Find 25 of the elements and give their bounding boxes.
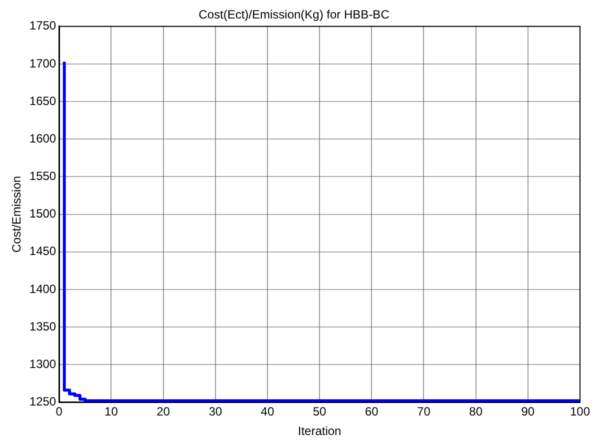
x-tick-label: 30 — [208, 404, 222, 419]
chart-title: Cost(Ect)/Emission(Kg) for HBB-BC — [198, 8, 390, 22]
x-tick-label: 70 — [417, 404, 431, 419]
y-tick-label: 1400 — [29, 282, 56, 296]
y-tick-label: 1450 — [29, 244, 56, 258]
x-axis-title: Iteration — [298, 424, 342, 438]
y-tick-label: 1300 — [29, 356, 56, 371]
y-tick-label: 1700 — [29, 56, 56, 70]
y-tick-label: 1550 — [29, 169, 56, 184]
x-tick-label: 50 — [312, 404, 327, 419]
x-tick-label: 10 — [104, 404, 118, 419]
x-tick-label: 0 — [56, 404, 63, 419]
x-tick-label: 60 — [364, 404, 379, 419]
y-tick-label: 1750 — [29, 18, 56, 33]
x-tick-label: 100 — [570, 404, 590, 419]
y-tick-label: 1250 — [29, 394, 56, 409]
y-tick-label: 1500 — [29, 206, 56, 221]
x-tick-label: 90 — [521, 404, 535, 419]
y-tick-label: 1600 — [29, 131, 56, 146]
y-tick-label: 1650 — [29, 94, 56, 108]
x-tick-label: 80 — [469, 404, 483, 419]
x-tick-label: 40 — [260, 404, 274, 419]
y-axis-title: Cost/Emission — [10, 176, 24, 253]
y-tick-label: 1350 — [29, 319, 56, 334]
x-tick-label: 20 — [156, 404, 170, 419]
